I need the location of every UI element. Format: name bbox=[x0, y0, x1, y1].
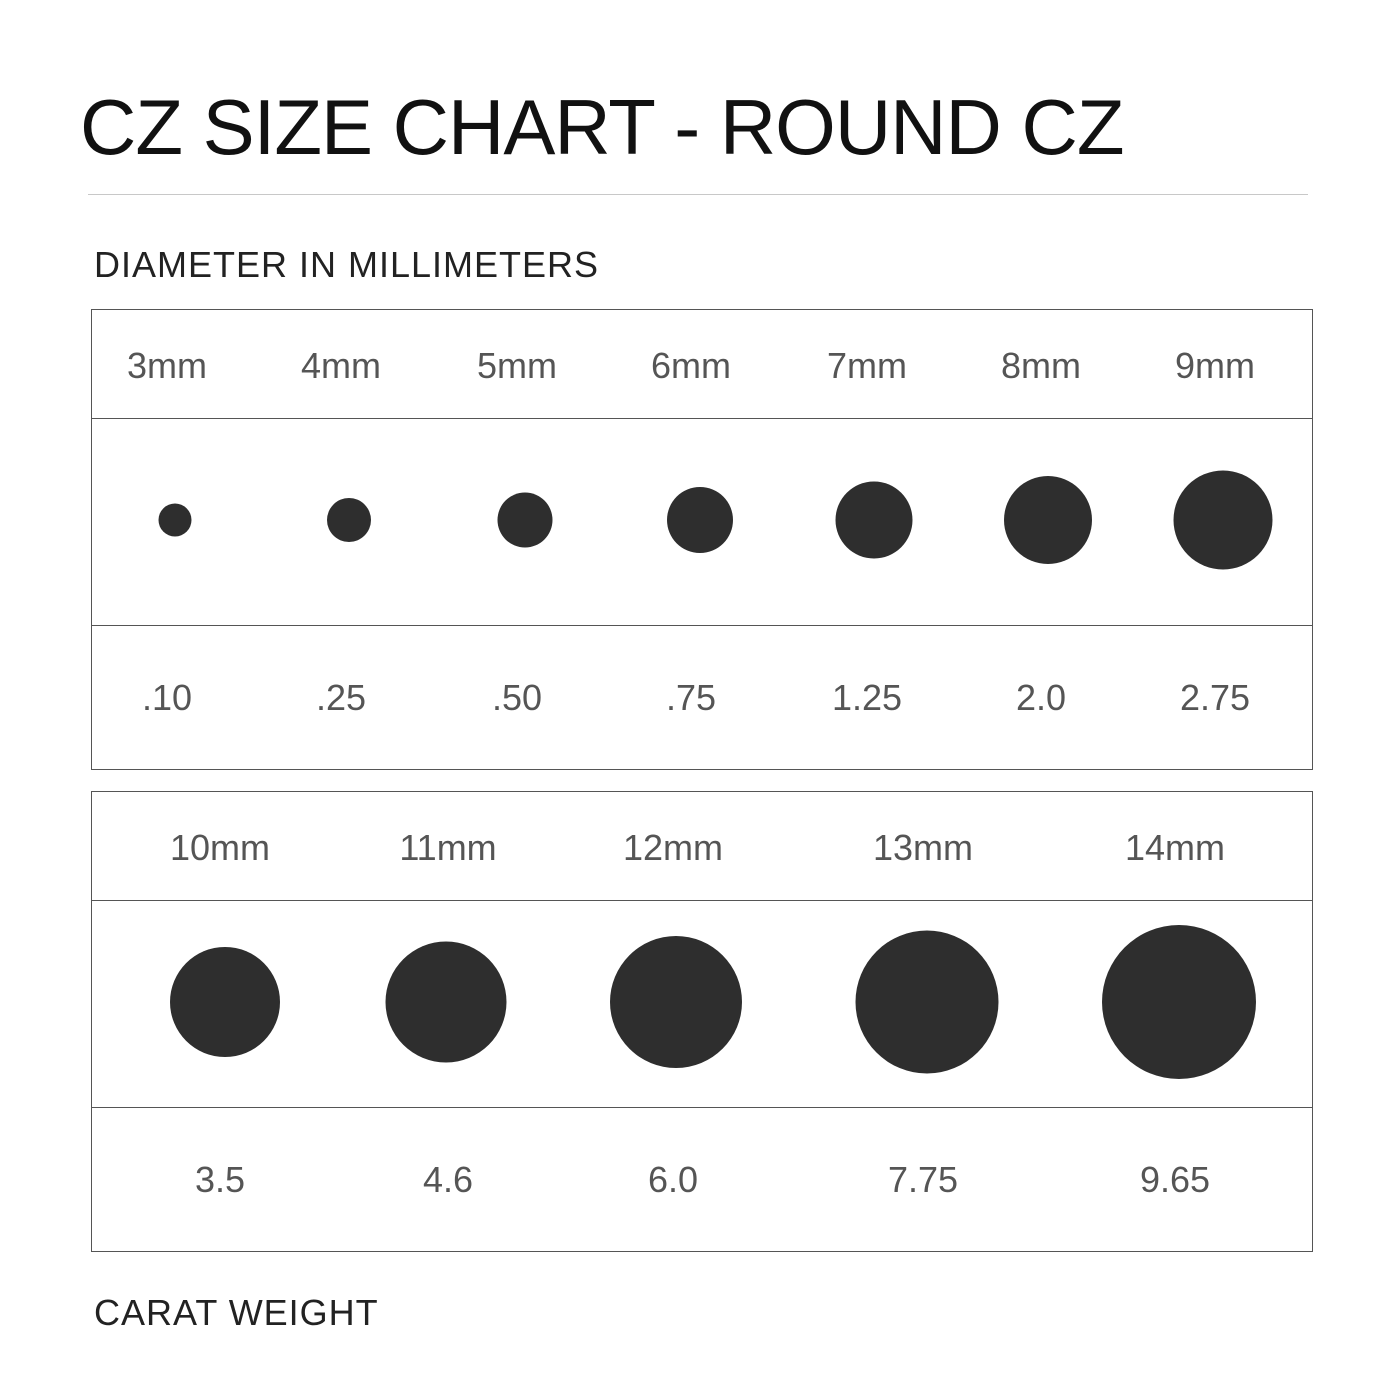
row-divider bbox=[92, 418, 1312, 419]
carat-value: 7.75 bbox=[887, 1159, 959, 1200]
size-label: 9mm bbox=[1175, 345, 1255, 386]
stone-circle bbox=[835, 481, 913, 559]
stone-circle bbox=[170, 947, 280, 1057]
stone-circle bbox=[158, 503, 192, 537]
page-title: CZ SIZE CHART - ROUND CZ bbox=[80, 83, 1124, 171]
carat-value: 2.75 bbox=[1179, 677, 1251, 718]
size-label: 8mm bbox=[1001, 345, 1081, 386]
carat-value: 9.65 bbox=[1139, 1159, 1211, 1200]
size-label: 14mm bbox=[1124, 827, 1226, 868]
row-divider bbox=[92, 1107, 1312, 1108]
carat-weight-label: CARAT WEIGHT bbox=[94, 1292, 379, 1333]
carat-value: .50 bbox=[491, 677, 543, 718]
carat-value: .25 bbox=[315, 677, 367, 718]
stone-circle bbox=[497, 492, 553, 548]
size-table-1: 3mm .10 4mm .25 5mm .50 6mm .75 7mm 1.25 8mm 2.0 9mm… bbox=[91, 309, 1313, 770]
size-label: 5mm bbox=[477, 345, 557, 386]
stone-circle bbox=[855, 930, 999, 1074]
stone-circle bbox=[1004, 476, 1092, 564]
row-divider bbox=[92, 625, 1312, 626]
diameter-label: DIAMETER IN MILLIMETERS bbox=[94, 244, 600, 285]
size-label: 13mm bbox=[872, 827, 974, 868]
size-label: 3mm bbox=[127, 345, 207, 386]
size-label: 4mm bbox=[301, 345, 381, 386]
stone-circle bbox=[667, 487, 733, 553]
stone-circle bbox=[327, 498, 371, 542]
stone-circle bbox=[1173, 470, 1273, 570]
carat-value: 3.5 bbox=[194, 1159, 246, 1200]
size-label: 11mm bbox=[399, 827, 497, 868]
size-label: 12mm bbox=[622, 827, 724, 868]
stone-circle bbox=[610, 936, 742, 1068]
carat-value: 1.25 bbox=[831, 677, 903, 718]
size-label: 10mm bbox=[169, 827, 271, 868]
stone-circle bbox=[1102, 925, 1256, 1079]
title-divider bbox=[88, 194, 1308, 195]
size-table-2: 10mm 3.5 11mm 4.6 12mm 6.0 13mm 7.75 14mm 9.65 bbox=[91, 791, 1313, 1252]
row-divider bbox=[92, 900, 1312, 901]
carat-value: 2.0 bbox=[1015, 677, 1067, 718]
carat-value: 4.6 bbox=[422, 1159, 474, 1200]
size-label: 7mm bbox=[827, 345, 907, 386]
carat-value: .75 bbox=[665, 677, 717, 718]
stone-circle bbox=[385, 941, 507, 1063]
carat-value: 6.0 bbox=[647, 1159, 699, 1200]
carat-value: .10 bbox=[141, 677, 193, 718]
size-label: 6mm bbox=[651, 345, 731, 386]
